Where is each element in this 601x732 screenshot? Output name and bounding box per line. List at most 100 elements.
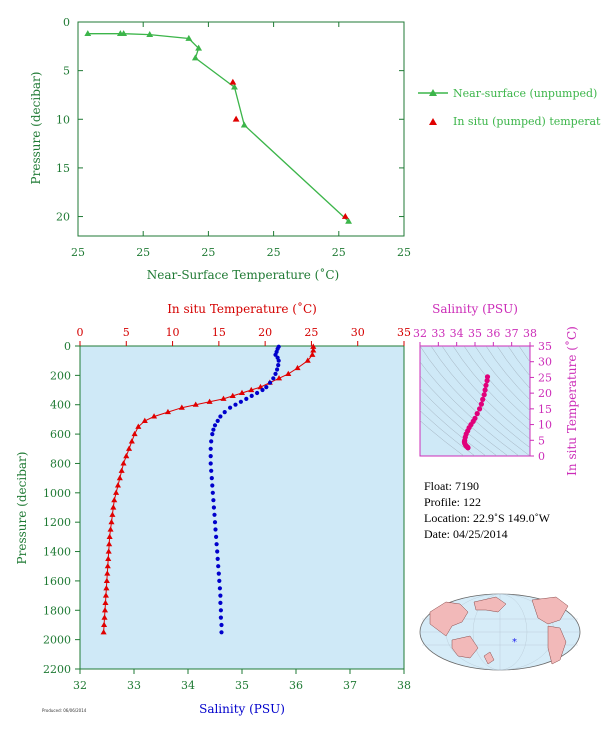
salinity-point	[275, 367, 280, 372]
ts-y-axis-label: In situ Temperature (˚C)	[564, 326, 579, 476]
salinity-point	[238, 399, 243, 404]
pressure-tick-label: 1400	[43, 546, 71, 559]
legend-label-unpumped: Near-surface (unpumped) temperature.	[453, 87, 601, 100]
temp-tick-label: 25	[304, 326, 318, 339]
temperature-point	[131, 430, 138, 437]
salinity-point	[212, 520, 218, 525]
location-map: *	[419, 593, 581, 671]
top-y-tick-label: 0	[63, 16, 70, 29]
salinity-point	[214, 534, 219, 540]
salinity-point	[218, 615, 223, 620]
salinity-point	[210, 432, 215, 437]
salinity-point	[208, 461, 213, 466]
density-contour	[518, 346, 530, 363]
temperature-point	[101, 607, 109, 613]
float-id: Float: 7190	[424, 479, 480, 493]
profile-chart: 0 5 10 15 20 25 30 35 32 33 34 35 36 37 38 0 200 400 600 80…	[15, 301, 411, 716]
salinity-point	[214, 542, 219, 547]
salinity-tick-label: 35	[235, 679, 249, 692]
top-axis-ticks: 25 25 25 25 25 25 0 5 10 15 20	[56, 16, 411, 259]
salinity-point	[217, 578, 222, 584]
pressure-tick-label: 2000	[43, 634, 71, 647]
density-contour	[452, 346, 530, 431]
pumped-temperature-point	[232, 115, 240, 122]
ts-x-tick-label: 36	[486, 327, 500, 340]
temperature-point	[164, 408, 171, 415]
temp-tick-label: 20	[258, 326, 272, 339]
salinity-point	[271, 376, 276, 381]
temperature-point	[128, 438, 135, 444]
salinity-point	[218, 414, 223, 419]
ts-point	[477, 406, 483, 412]
salinity-point	[209, 468, 214, 473]
temperature-point	[102, 599, 109, 606]
temperature-point	[116, 474, 123, 481]
unpumped-temperature-point	[191, 54, 199, 61]
salinity-point	[249, 393, 254, 398]
map-land	[429, 596, 569, 665]
ts-y-tick-label: 25	[538, 371, 552, 384]
unpumped-temperature-point	[240, 121, 248, 128]
salinity-point	[268, 380, 273, 385]
salinity-point	[218, 593, 223, 598]
legend-label-pumped: In situ (pumped) temperature.	[453, 115, 601, 128]
temperature-point	[110, 504, 117, 510]
ts-x-tick-label: 37	[505, 327, 519, 340]
pressure-tick-label: 800	[50, 457, 71, 470]
temperature-point	[151, 413, 158, 419]
main-top-axis-label: In situ Temperature (˚C)	[167, 301, 317, 316]
legend-marker-pumped	[429, 118, 437, 125]
temperature-point	[106, 533, 113, 539]
salinity-point	[276, 363, 281, 368]
ts-x-tick-label: 33	[431, 327, 445, 340]
density-contour	[420, 388, 498, 456]
ts-point	[483, 382, 489, 388]
salinity-point	[208, 454, 213, 459]
density-contour	[420, 420, 465, 456]
density-contour	[441, 346, 530, 440]
salinity-tick-label: 33	[127, 679, 141, 692]
pressure-tick-label: 2200	[43, 663, 71, 676]
temperature-point	[178, 404, 185, 410]
ts-x-tick-label: 32	[413, 327, 427, 340]
top-x-tick-label: 25	[201, 246, 215, 259]
ts-y-tick-label: 35	[538, 340, 552, 353]
temperature-point	[220, 395, 227, 401]
ts-plot-frame	[419, 345, 531, 457]
density-contour	[420, 346, 530, 456]
temperature-point	[102, 592, 109, 598]
main-series	[100, 343, 317, 635]
temperature-point	[118, 467, 125, 473]
temperature-point	[105, 548, 112, 554]
top-y-tick-label: 15	[56, 162, 70, 175]
pressure-tick-label: 600	[50, 428, 71, 441]
density-contour	[420, 361, 520, 456]
top-x-tick-label: 25	[136, 246, 150, 259]
pumped-temperature-point	[341, 212, 349, 219]
temperature-point	[126, 445, 133, 451]
ts-point	[482, 387, 488, 393]
density-contour	[420, 410, 476, 456]
salinity-point	[228, 405, 233, 410]
salinity-point	[273, 352, 278, 357]
temp-tick-label: 5	[123, 326, 130, 339]
salinity-point	[222, 410, 227, 415]
temperature-point	[113, 489, 120, 495]
temperature-point	[141, 417, 148, 423]
temperature-point	[229, 392, 236, 398]
density-contour	[474, 346, 530, 411]
density-contour	[485, 346, 530, 401]
salinity-point	[210, 490, 215, 495]
salinity-tick-label: 34	[181, 679, 195, 692]
ts-title: Salinity (PSU)	[432, 302, 518, 316]
density-contour	[430, 346, 530, 449]
unpumped-temperature-point	[84, 30, 92, 37]
main-y-axis-label: Pressure (decibar)	[15, 452, 29, 565]
unpumped-temperature-point	[195, 44, 203, 51]
ts-series	[461, 374, 491, 451]
salinity-point	[212, 423, 218, 428]
pressure-tick-label: 200	[50, 369, 71, 382]
salinity-point	[255, 390, 260, 396]
ts-x-tick-label: 35	[468, 327, 482, 340]
temperature-point	[103, 585, 110, 591]
